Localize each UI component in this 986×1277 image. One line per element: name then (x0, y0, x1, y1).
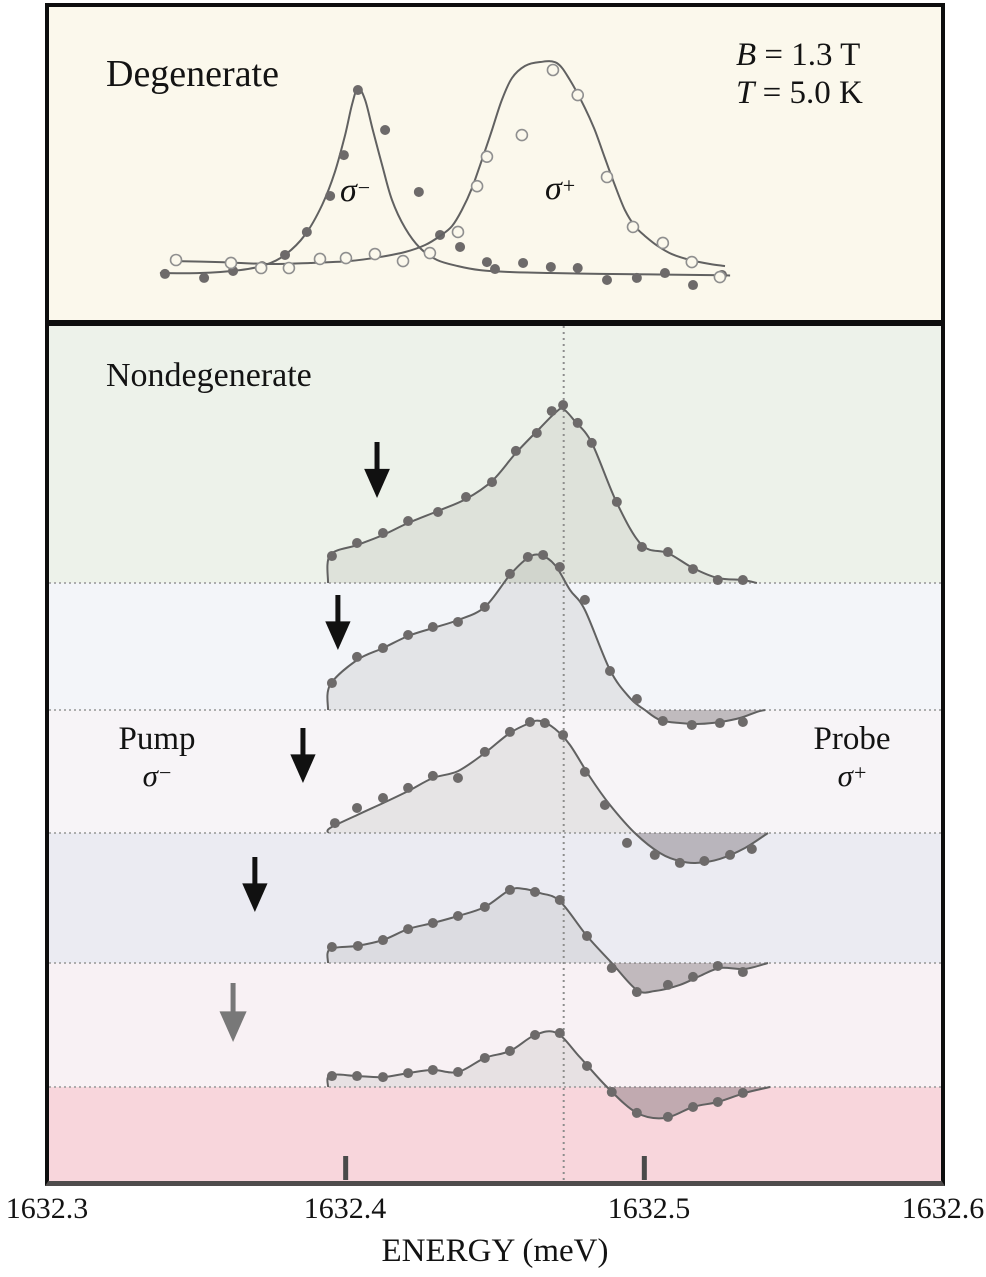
detuning-band-2 (49, 583, 941, 710)
temperature-value: T = 5.0 K (736, 75, 863, 111)
nondegenerate-title: Nondegenerate (106, 357, 312, 394)
x-tick-label-1632-4: 1632.4 (303, 1192, 387, 1225)
sigma-plus-peak-label: σ+ (545, 170, 576, 207)
x-tick-label-1632-5: 1632.5 (607, 1192, 691, 1225)
x-axis-title: ENERGY (meV) (381, 1233, 609, 1269)
detuning-band-6 (49, 1087, 941, 1181)
sigma-minus-peak-label: σ− (340, 172, 371, 209)
x-tick-label-1632-3: 1632.3 (5, 1192, 89, 1225)
x-tick-label-1632-6: 1632.6 (901, 1192, 985, 1225)
detuning-band-5 (49, 963, 941, 1087)
degenerate-title: Degenerate (106, 53, 279, 95)
pump-polarization-label: Pump σ− (118, 721, 196, 793)
detuning-band-4 (49, 833, 941, 963)
experiment-conditions: B = 1.3 T T = 5.0 K (736, 36, 863, 112)
magnetic-field-value: B = 1.3 T (736, 37, 861, 73)
probe-polarization-label: Probe σ+ (813, 721, 891, 793)
